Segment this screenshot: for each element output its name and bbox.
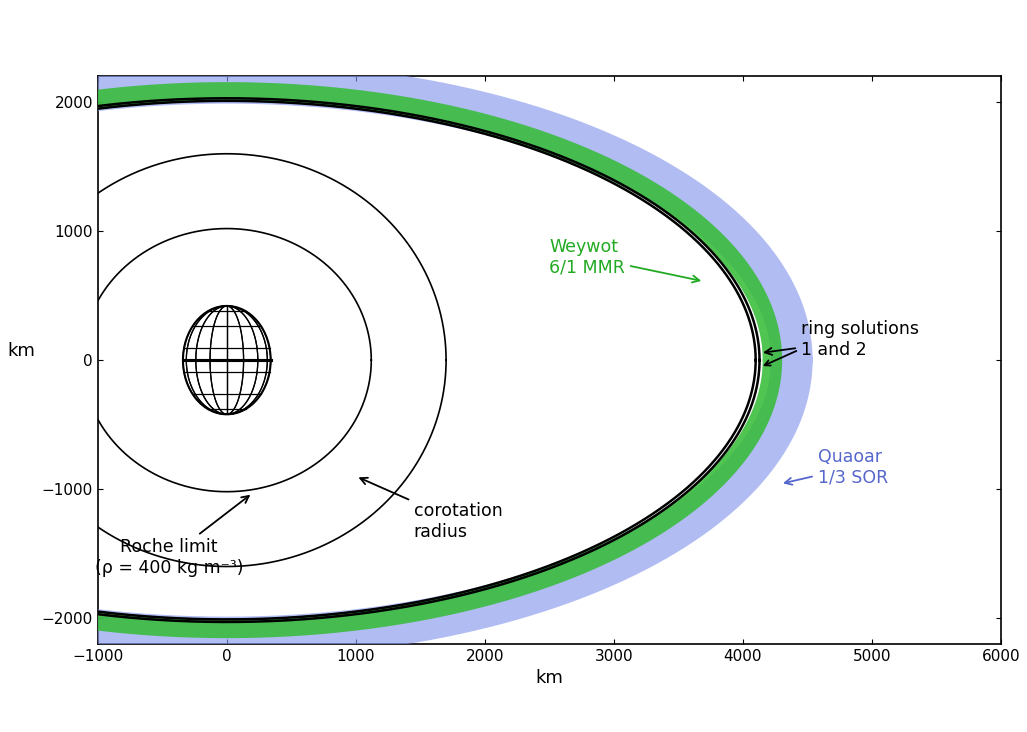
Text: Weywot
6/1 MMR: Weywot 6/1 MMR: [549, 238, 699, 283]
Y-axis label: km: km: [7, 342, 35, 360]
Ellipse shape: [183, 306, 271, 414]
Text: Quaoar
1/3 SOR: Quaoar 1/3 SOR: [785, 448, 887, 487]
Text: corotation
radius: corotation radius: [360, 478, 502, 541]
X-axis label: km: km: [535, 669, 563, 687]
Text: ring solutions
1 and 2: ring solutions 1 and 2: [765, 320, 919, 359]
Text: Roche limit
(ρ = 400 kg m⁻³): Roche limit (ρ = 400 kg m⁻³): [94, 496, 249, 577]
